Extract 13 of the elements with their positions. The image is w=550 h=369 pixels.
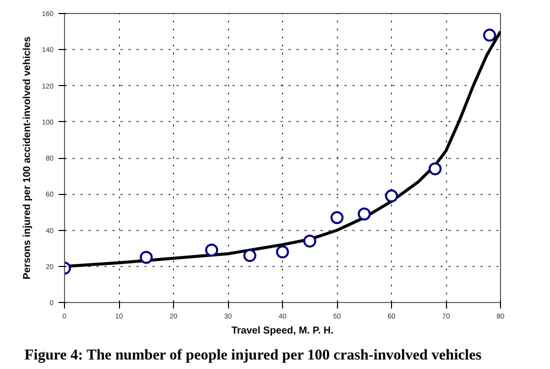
x-axis-title: Travel Speed, M. P. H. [231,326,334,336]
point [428,162,442,176]
text: Figure 4: The number of people injured per 100 crash-involved vehicles [24,348,482,364]
point [330,211,344,224]
y-axis-title: Persons injured per 100 accident-involved vehicles [22,36,33,280]
point [385,189,398,202]
point [303,234,316,248]
point [205,244,218,257]
point [276,245,289,258]
point [483,28,496,42]
point [243,249,256,262]
point [358,208,371,220]
point [140,250,153,264]
